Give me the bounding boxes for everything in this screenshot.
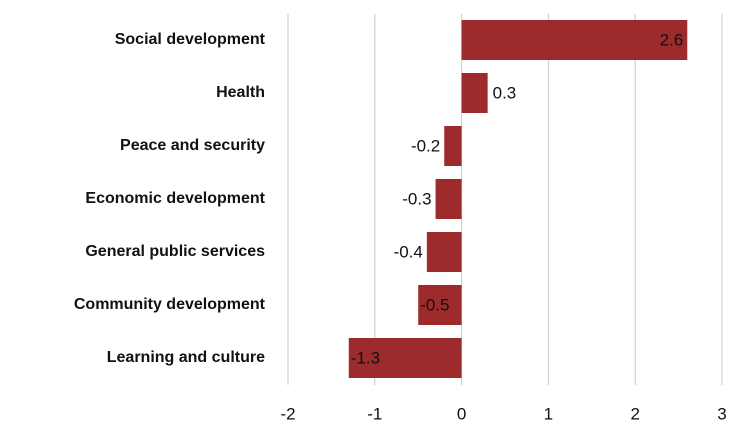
- x-tick-label: 2: [630, 404, 639, 423]
- bar: [435, 179, 462, 219]
- value-label: 0.3: [493, 83, 517, 102]
- x-tick-label: -1: [367, 404, 382, 423]
- x-tick-label: -2: [280, 404, 295, 423]
- y-tick-label: Social development: [115, 31, 266, 48]
- y-tick-label: Community development: [74, 296, 266, 313]
- bar: [426, 232, 462, 272]
- y-tick-label: Learning and culture: [107, 349, 265, 366]
- value-label: -0.4: [394, 242, 423, 261]
- value-label: -0.5: [420, 295, 449, 314]
- bar: [444, 126, 462, 166]
- value-label: 2.6: [660, 30, 684, 49]
- y-tick-label: Health: [216, 84, 265, 101]
- bar: [461, 20, 688, 60]
- y-tick-label: General public services: [85, 243, 265, 260]
- x-tick-label: 1: [544, 404, 553, 423]
- value-label: -0.2: [411, 136, 440, 155]
- y-tick-label: Peace and security: [120, 137, 265, 154]
- value-label: -1.3: [351, 348, 380, 367]
- value-label: -0.3: [402, 189, 431, 208]
- bar: [348, 338, 462, 378]
- x-tick-label: 0: [457, 404, 466, 423]
- bar: [418, 285, 462, 325]
- bar: [461, 73, 488, 113]
- y-tick-label: Economic development: [85, 190, 265, 207]
- x-tick-label: 3: [717, 404, 726, 423]
